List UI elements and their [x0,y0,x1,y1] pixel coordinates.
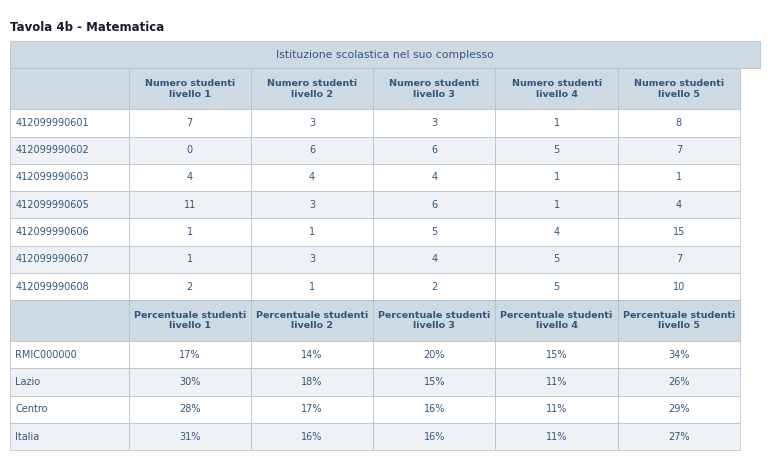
Text: 1: 1 [309,227,315,237]
Text: 6: 6 [432,145,437,155]
Text: Lazio: Lazio [15,377,41,387]
Text: Percentuale studenti
livello 4: Percentuale studenti livello 4 [501,311,613,330]
Text: 1: 1 [554,118,560,128]
Text: 1: 1 [187,227,193,237]
Text: 27%: 27% [668,431,690,441]
Text: 3: 3 [432,118,437,128]
Text: 3: 3 [309,254,315,264]
Text: 11%: 11% [546,431,568,441]
Text: 6: 6 [309,145,315,155]
Text: Numero studenti
livello 2: Numero studenti livello 2 [267,79,357,99]
Text: Numero studenti
livello 5: Numero studenti livello 5 [634,79,724,99]
Text: 412099990602: 412099990602 [15,145,89,155]
Text: 4: 4 [432,254,437,264]
Text: 16%: 16% [301,431,323,441]
Text: 8: 8 [676,118,682,128]
Text: 6: 6 [432,200,437,210]
Text: 4: 4 [187,172,193,182]
Text: 29%: 29% [668,404,690,414]
Text: 16%: 16% [424,404,445,414]
Text: 26%: 26% [668,377,690,387]
Text: 412099990608: 412099990608 [15,282,89,292]
Text: Centro: Centro [15,404,48,414]
Text: 15%: 15% [423,377,445,387]
Text: 7: 7 [187,118,193,128]
Text: 412099990605: 412099990605 [15,200,89,210]
Text: 412099990607: 412099990607 [15,254,89,264]
Text: 0: 0 [187,145,193,155]
Text: Percentuale studenti
livello 3: Percentuale studenti livello 3 [378,311,491,330]
Text: 5: 5 [554,145,560,155]
Text: Numero studenti
livello 1: Numero studenti livello 1 [144,79,235,99]
Text: 15%: 15% [546,350,568,360]
Text: 4: 4 [676,200,682,210]
Text: 1: 1 [554,172,560,182]
Text: 3: 3 [309,118,315,128]
Text: Tavola 4b - Matematica: Tavola 4b - Matematica [10,21,164,33]
Text: 412099990606: 412099990606 [15,227,89,237]
Text: 3: 3 [309,200,315,210]
Text: 5: 5 [554,282,560,292]
Text: 31%: 31% [179,431,200,441]
Text: 14%: 14% [301,350,323,360]
Text: 1: 1 [554,200,560,210]
Text: 7: 7 [676,145,682,155]
Text: Percentuale studenti
livello 1: Percentuale studenti livello 1 [134,311,246,330]
Text: RMIC000000: RMIC000000 [15,350,77,360]
Text: Numero studenti
livello 3: Numero studenti livello 3 [389,79,479,99]
Text: 1: 1 [676,172,682,182]
Text: 16%: 16% [424,431,445,441]
Text: Istituzione scolastica nel suo complesso: Istituzione scolastica nel suo complesso [276,50,494,60]
Text: 4: 4 [432,172,437,182]
Text: 1: 1 [309,282,315,292]
Text: 11%: 11% [546,377,568,387]
Text: 10: 10 [673,282,685,292]
Text: 2: 2 [187,282,193,292]
Text: 30%: 30% [179,377,200,387]
Text: 412099990603: 412099990603 [15,172,89,182]
Text: Italia: Italia [15,431,40,441]
Text: Percentuale studenti
livello 2: Percentuale studenti livello 2 [256,311,368,330]
Text: 17%: 17% [301,404,323,414]
Text: 4: 4 [554,227,560,237]
Text: 5: 5 [431,227,438,237]
Text: 20%: 20% [423,350,445,360]
Text: 2: 2 [431,282,438,292]
Text: Numero studenti
livello 4: Numero studenti livello 4 [511,79,601,99]
Text: 34%: 34% [668,350,690,360]
Text: 7: 7 [676,254,682,264]
Text: 15: 15 [673,227,685,237]
Text: 1: 1 [187,254,193,264]
Text: 11: 11 [184,200,196,210]
Text: Percentuale studenti
livello 5: Percentuale studenti livello 5 [623,311,735,330]
Text: 28%: 28% [179,404,200,414]
Text: 11%: 11% [546,404,568,414]
Text: 4: 4 [309,172,315,182]
Text: 18%: 18% [301,377,323,387]
Text: 412099990601: 412099990601 [15,118,89,128]
Text: 17%: 17% [179,350,200,360]
Text: 5: 5 [554,254,560,264]
